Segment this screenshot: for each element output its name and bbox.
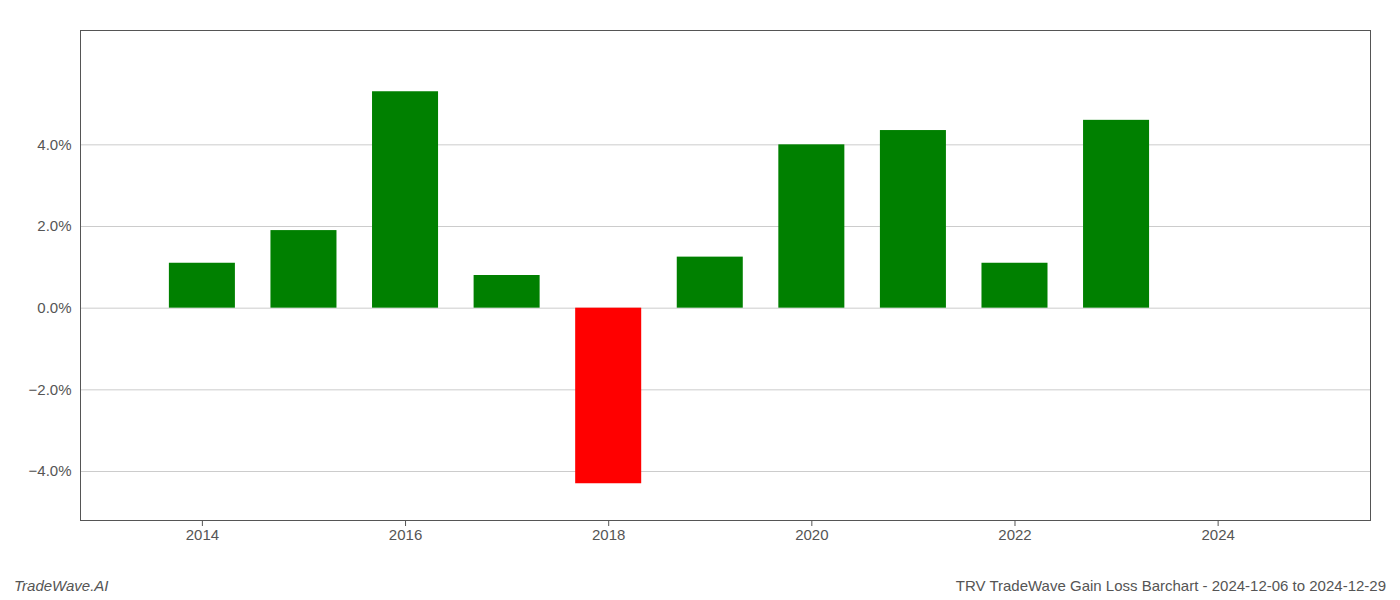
svg-text:2024: 2024 bbox=[1201, 526, 1234, 543]
html-text:TradeWave.AI: TradeWave.AI bbox=[14, 577, 109, 594]
svg-text:2018: 2018 bbox=[592, 526, 625, 543]
svg-text:4.0%: 4.0% bbox=[37, 136, 71, 153]
svg-text:2020: 2020 bbox=[795, 526, 828, 543]
svg-text:−4.0%: −4.0% bbox=[29, 462, 72, 479]
svg-text:2016: 2016 bbox=[389, 526, 422, 543]
svg-text:−2.0%: −2.0% bbox=[29, 381, 72, 398]
html-text:TRV TradeWave Gain Loss Barcha: TRV TradeWave Gain Loss Barchart - 2024-… bbox=[955, 577, 1386, 594]
svg-text:2022: 2022 bbox=[998, 526, 1031, 543]
svg-text:0.0%: 0.0% bbox=[37, 299, 71, 316]
svg-text:2014: 2014 bbox=[186, 526, 219, 543]
svg-text:2.0%: 2.0% bbox=[37, 217, 71, 234]
